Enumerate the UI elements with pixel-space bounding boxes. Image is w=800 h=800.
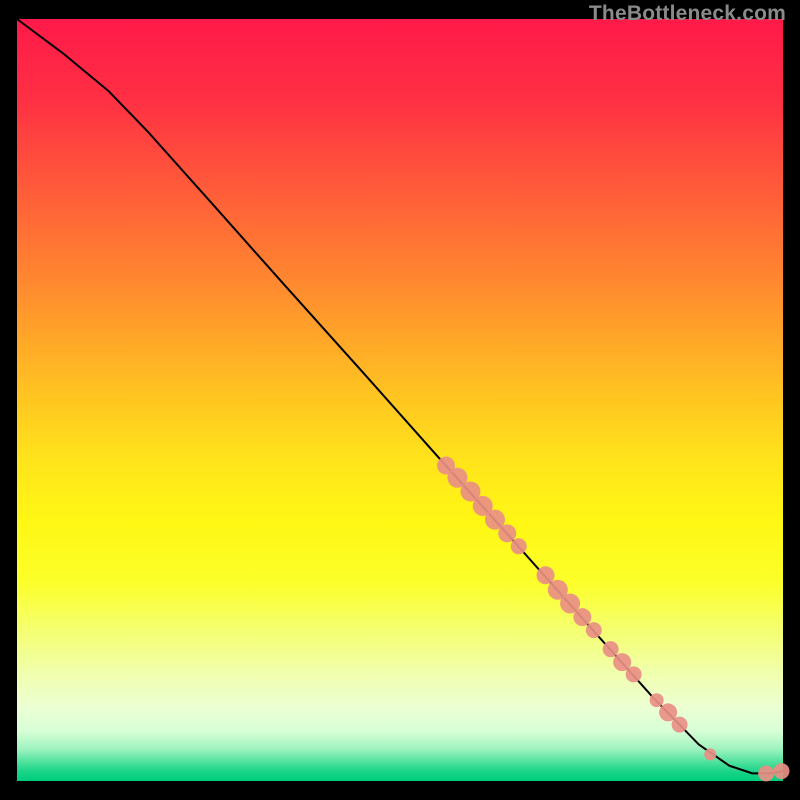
watermark-text: TheBottleneck.com xyxy=(589,2,786,26)
scatter-point xyxy=(773,763,789,779)
chart-svg xyxy=(0,0,800,800)
scatter-point xyxy=(626,666,642,682)
scatter-point xyxy=(758,765,774,781)
scatter-point xyxy=(603,641,619,657)
scatter-point xyxy=(586,622,602,638)
scatter-point xyxy=(672,717,688,733)
scatter-point xyxy=(498,524,516,542)
chart-stage: TheBottleneck.com xyxy=(0,0,800,800)
scatter-point xyxy=(573,608,591,626)
scatter-point xyxy=(537,566,555,584)
plot-background xyxy=(17,19,783,781)
scatter-point xyxy=(650,693,664,707)
scatter-point xyxy=(511,538,527,554)
scatter-point xyxy=(704,748,716,760)
